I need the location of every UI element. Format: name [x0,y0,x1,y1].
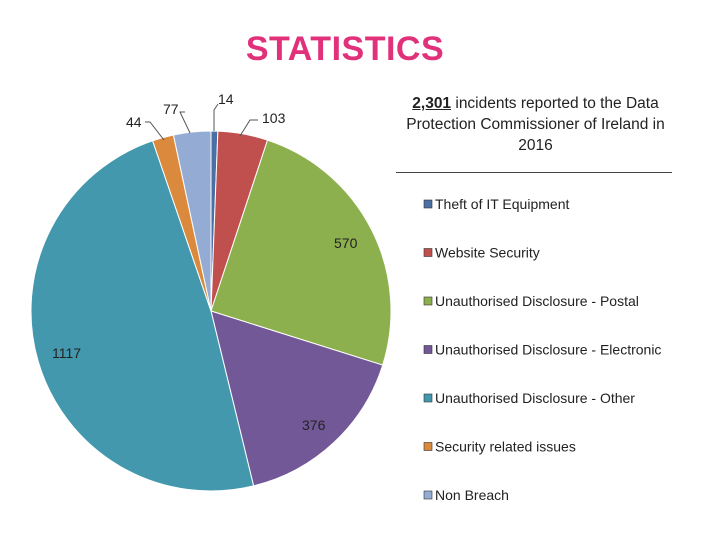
legend-label: Security related issues [435,439,576,455]
legend-swatch [423,345,433,354]
legend-label: Theft of IT Equipment [435,196,569,212]
subtitle-text: incidents reported to the Data Protectio… [406,95,665,154]
data-label: 570 [334,235,358,251]
legend-swatch [423,393,433,403]
leader-line [213,103,219,131]
chart-title: STATISTICS [245,30,445,68]
chart-subtitle: 2,301 incidents reported to the Data Pro… [398,93,673,156]
leader-line [179,111,191,134]
data-label: 1117 [52,345,81,361]
leader-line [239,119,258,137]
data-label: 77 [163,101,179,117]
incident-total: 2,301 [412,95,452,112]
legend-swatch [423,490,433,500]
legend-label: Non Breach [435,487,509,503]
legend-swatch [423,442,433,451]
legend-swatch [423,248,433,257]
pie-slice-unauthorised-disclosure-other [30,140,255,492]
pie-slice-non-breach [172,130,212,312]
legend-label: Unauthorised Disclosure - Postal [435,293,639,309]
legend-label: Unauthorised Disclosure - Other [435,390,635,406]
legend-swatch [423,296,433,306]
data-label: 376 [302,417,326,433]
pie-slice-unauthorised-disclosure-postal [210,139,392,366]
subtitle-rule [396,172,672,173]
legend-label: Website Security [435,245,540,261]
legend-swatch [423,199,433,209]
pie-slice-unauthorised-disclosure-electronic [210,310,384,487]
data-label: 103 [262,110,286,126]
leader-line [145,121,165,141]
data-label: 14 [218,91,234,107]
legend-label: Unauthorised Disclosure - Electronic [435,342,661,358]
data-label: 44 [126,114,142,130]
